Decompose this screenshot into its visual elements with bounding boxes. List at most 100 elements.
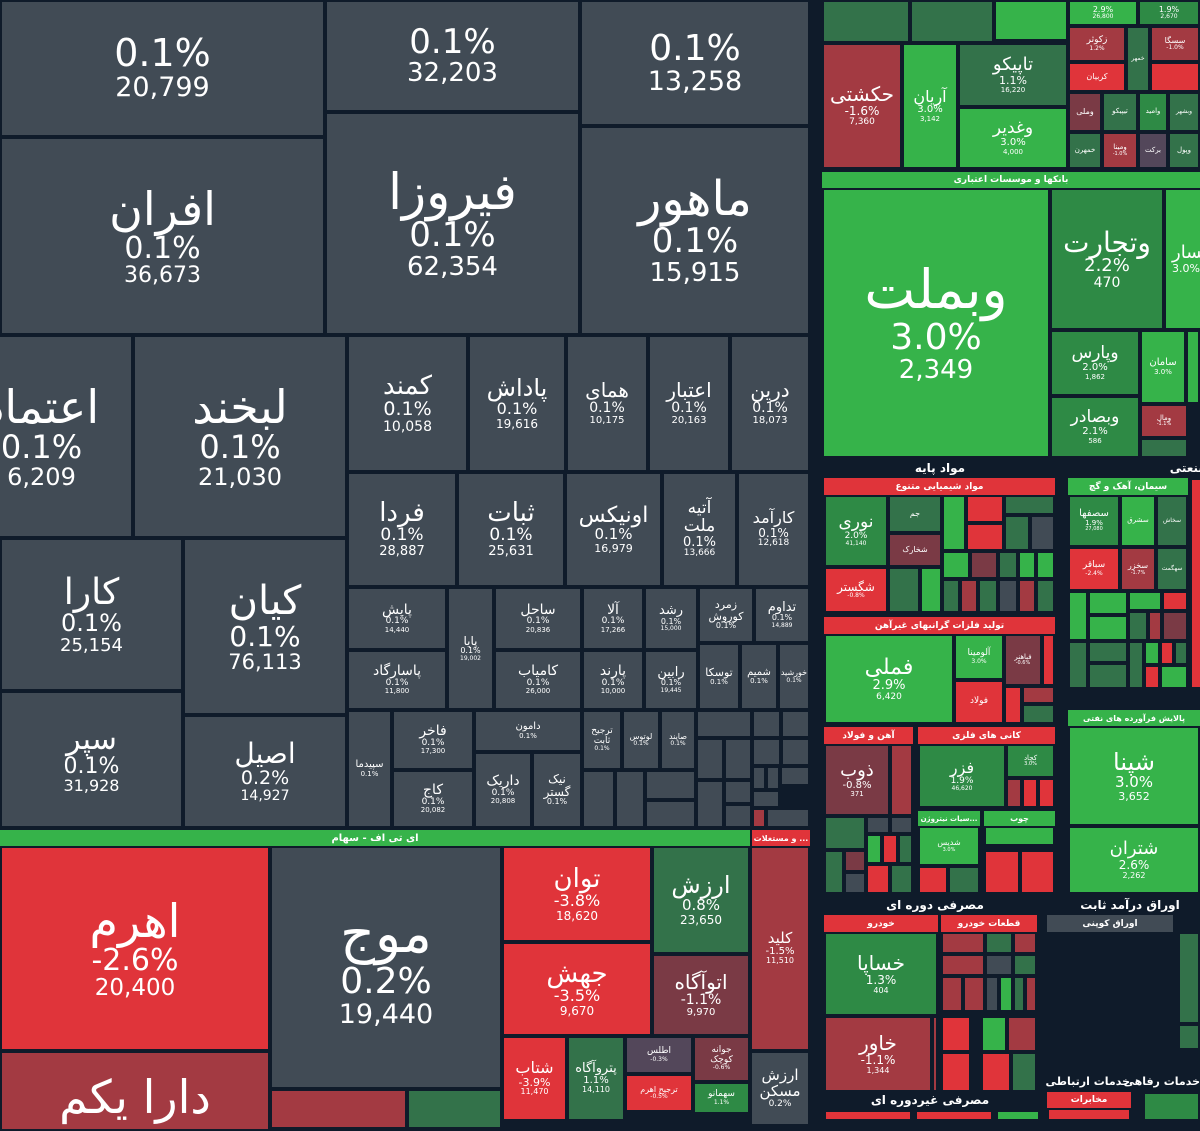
tile-home-e[interactable]	[981, 1052, 1011, 1092]
tile-javaneh[interactable]: جوانه کوچک -0.6%	[693, 1036, 750, 1082]
tile-chem-g[interactable]	[1004, 515, 1030, 551]
tile-fezar[interactable]: فزر 1.9% 46,620	[918, 744, 1006, 808]
tile-farda[interactable]: فردا 0.1% 28,887	[347, 472, 457, 587]
tile-small-n[interactable]	[781, 738, 810, 766]
tile-metals-c[interactable]	[1022, 686, 1055, 704]
tile-ore-d[interactable]	[918, 866, 948, 894]
tile-shetab[interactable]: شتاب -3.9% 11,470	[502, 1036, 567, 1121]
tile-parts-c[interactable]	[1013, 932, 1037, 954]
tile-small-d[interactable]	[645, 800, 696, 828]
tile-zekoser[interactable]: زکوثر 1.2%	[1068, 26, 1126, 62]
tile-khomehran[interactable]: خمهرن	[1068, 132, 1102, 169]
tile-vbeshahr[interactable]: وبشهر	[1168, 92, 1200, 132]
tile-cement-c[interactable]	[1088, 615, 1128, 641]
tile-sahel[interactable]: ساحل 0.1% 20,836	[494, 587, 582, 650]
tile-barkat[interactable]: برکت	[1138, 132, 1168, 169]
tile-vmelli[interactable]: وملی	[1068, 92, 1102, 132]
tile-ore-c[interactable]	[1038, 778, 1055, 808]
tile-sabat[interactable]: ثبات 0.1% 25,631	[457, 472, 565, 587]
tile-dara[interactable]: دارا یکم	[0, 1051, 270, 1131]
tile-cement-a[interactable]	[1068, 591, 1088, 641]
tile-small-s[interactable]	[752, 808, 766, 828]
tile-chem-p[interactable]	[978, 579, 998, 613]
tile-small-a[interactable]	[582, 770, 615, 828]
tile-nik[interactable]: نیک گستر 0.1%	[532, 752, 582, 828]
tile-tadavom[interactable]: تداوم 0.1% 14,889	[754, 587, 810, 643]
tile-zomorod[interactable]: زمرد کوروش 0.1%	[698, 587, 754, 643]
tile-noori[interactable]: نوری 2.0% 41,140	[824, 495, 888, 567]
tile-seshargh[interactable]: سشرق	[1120, 495, 1156, 547]
tile-firooza[interactable]: فیروزا 0.1% 62,354	[325, 112, 580, 335]
tile-darin[interactable]: درین 0.1% 18,073	[730, 335, 810, 472]
tile-cement-p[interactable]	[1144, 665, 1160, 689]
tile-cement-k[interactable]	[1088, 663, 1128, 689]
tile-r-bank-y[interactable]	[1140, 438, 1188, 458]
tile-fameli[interactable]: فملی 2.9% 6,420	[824, 634, 954, 724]
tile-ore-a[interactable]	[1006, 778, 1022, 808]
tile-small-g[interactable]	[724, 738, 752, 780]
tile-fooladsa[interactable]: فولاد	[954, 680, 1004, 724]
tile-zob[interactable]: ذوب -0.8% 371	[824, 744, 890, 816]
tile-sekhazar[interactable]: سخزر -1.7%	[1120, 547, 1156, 591]
tile-ore-b[interactable]	[1022, 778, 1038, 808]
tile-shepna[interactable]: شپنا 3.0% 3,652	[1068, 726, 1200, 826]
tile-small-f[interactable]	[696, 738, 724, 780]
tile-shegostar[interactable]: شگستر -0.8%	[824, 567, 888, 613]
tile-fakher[interactable]: فاخر 0.1% 17,300	[392, 710, 474, 770]
tile-homay[interactable]: همای 0.1% 10,175	[566, 335, 648, 472]
tile-chem-c[interactable]	[942, 495, 966, 551]
tile-cement-n[interactable]	[1160, 641, 1174, 665]
tile-tavan[interactable]: توان -3.8% 18,620	[502, 846, 652, 942]
tile-separ[interactable]: سپر 0.1% 31,928	[0, 691, 183, 828]
tile-paya[interactable]: پایا 0.1% 19,002	[447, 587, 494, 710]
tile-steel-d[interactable]	[890, 816, 913, 834]
tile-vmal[interactable]: ومال -1.1%	[1140, 404, 1188, 438]
tile-steel-f[interactable]	[844, 850, 866, 872]
tile-fabahonar[interactable]: فباهنر -0.6%	[1004, 634, 1042, 686]
tile-ind-red-strip[interactable]	[1190, 478, 1200, 689]
tile-steel-e[interactable]	[824, 850, 844, 894]
tile-parts-j[interactable]	[999, 976, 1013, 1012]
tile-hkeshti[interactable]: حکشتی -1.6% 7,360	[822, 43, 902, 169]
tile-steel-l[interactable]	[890, 864, 913, 894]
tile-parts-i[interactable]	[985, 976, 999, 1012]
tile-shetran[interactable]: شتران 2.6% 2,262	[1068, 826, 1200, 894]
tile-telecom-a[interactable]	[1047, 1108, 1131, 1121]
tile-steel-g[interactable]	[844, 872, 866, 894]
tile-bond-b[interactable]	[1178, 1024, 1200, 1050]
tile-small-h[interactable]	[696, 780, 724, 828]
tile-khsapa[interactable]: خساپا 1.3% 404	[824, 932, 938, 1016]
tile-padash[interactable]: پاداش 0.1% 19,616	[468, 335, 566, 472]
tile-etf-bottom-b[interactable]	[407, 1089, 502, 1129]
tile-wood-a[interactable]	[984, 826, 1055, 846]
tile-metals-b[interactable]	[1004, 686, 1022, 724]
tile-home-c[interactable]	[981, 1016, 1007, 1052]
tile-small-t[interactable]	[766, 808, 810, 828]
tile-chem-k[interactable]	[998, 551, 1018, 579]
tile-parand[interactable]: پارند 0.1% 10,000	[582, 650, 644, 710]
tile-kechad[interactable]: کچاد 3.0%	[1006, 744, 1055, 778]
tile-karamad[interactable]: کارآمد 0.1% 12,618	[737, 472, 810, 587]
tile-noncyc-c[interactable]	[996, 1110, 1040, 1121]
tile-welfare-a[interactable]	[1143, 1092, 1200, 1121]
tile-small-r[interactable]	[752, 790, 780, 808]
tile-etf-bottom-a[interactable]	[270, 1089, 407, 1129]
tile-small-e[interactable]	[696, 710, 752, 738]
tile-pasargad[interactable]: پاسارگاد 0.1% 11,800	[347, 650, 447, 710]
tile-steel-c[interactable]	[866, 816, 890, 834]
tile-sehegmat[interactable]: سهگمت	[1156, 547, 1188, 591]
tile-bond-a[interactable]	[1178, 932, 1200, 1024]
tile-petroagah[interactable]: پتروآگاه 1.1% 14,110	[567, 1036, 625, 1121]
tile-khorshid[interactable]: خورشید 0.1%	[778, 643, 810, 710]
tile-chem-r[interactable]	[1018, 579, 1036, 613]
tile-payesh[interactable]: پایش 0.1% 14,440	[347, 587, 447, 650]
tile-chem-l[interactable]	[1018, 551, 1036, 579]
tile-cement-o[interactable]	[1174, 641, 1188, 665]
tile-steel-a[interactable]	[890, 744, 913, 816]
tile-rabin[interactable]: رابین 0.1% 19,445	[644, 650, 698, 710]
tile-vghadir[interactable]: وغدیر 3.0% 4,000	[958, 107, 1068, 169]
tile-metals-a[interactable]	[1042, 634, 1055, 686]
tile-labkhand[interactable]: لبخند 0.1% 21,030	[133, 335, 347, 538]
tile-cement-m[interactable]	[1144, 641, 1160, 665]
tile-parts-l[interactable]	[1025, 976, 1037, 1012]
